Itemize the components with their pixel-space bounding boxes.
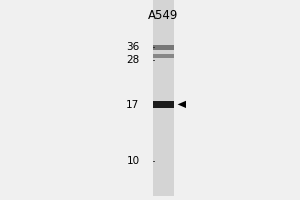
Bar [153,54,174,58]
Bar [153,0,174,196]
Bar [153,45,174,50]
Polygon shape [178,101,186,108]
Text: A549: A549 [148,9,179,22]
Text: 17: 17 [126,100,140,110]
Bar [153,101,174,108]
Text: 36: 36 [126,42,140,52]
Text: 10: 10 [126,156,140,166]
Text: 28: 28 [126,55,140,65]
